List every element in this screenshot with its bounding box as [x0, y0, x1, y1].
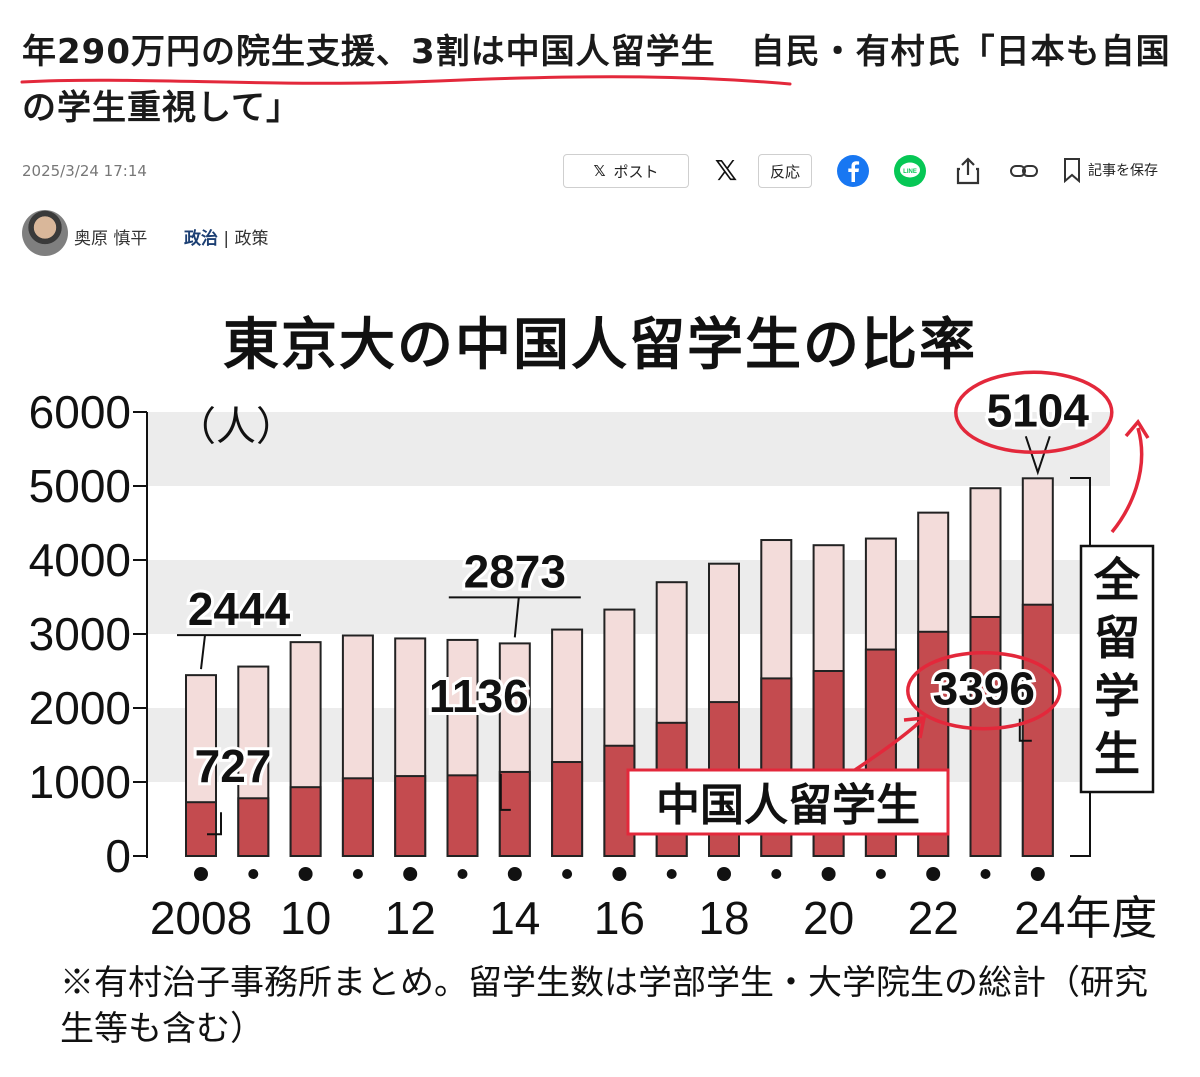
- bar-chinese-2010: [289, 786, 322, 857]
- bar-chinese-2023: [969, 615, 1002, 858]
- data-label: 5104: [987, 384, 1090, 436]
- save-article-label: 記事を保存: [1088, 163, 1158, 179]
- author-row: 奥原 慎平 政治 | 政策: [22, 210, 622, 258]
- x-reaction-icon[interactable]: 𝕏: [714, 153, 738, 187]
- x-dot-2021: [875, 869, 886, 879]
- x-dot-2011: [352, 869, 363, 879]
- category-separator: |: [218, 229, 235, 249]
- red-circle-mark: [906, 650, 1062, 731]
- share-icon[interactable]: [950, 153, 986, 189]
- legend-total-label: 全留学生: [1093, 553, 1141, 781]
- x-dot-2020: [821, 867, 836, 881]
- grid-band: [147, 486, 1110, 560]
- x-dot-2022: [926, 867, 941, 881]
- red-circle-mark: [954, 370, 1114, 455]
- y-tick-label: 3000: [29, 608, 131, 660]
- copy-link-icon[interactable]: [1006, 153, 1042, 189]
- category-links: 政治 | 政策: [184, 224, 269, 249]
- x-dot-2024: [1030, 867, 1045, 881]
- red-underline-mark: [20, 75, 792, 86]
- x-tick-label: 24年度: [1014, 892, 1157, 944]
- red-arrow-head: [1124, 419, 1150, 439]
- legend-total-box: [1079, 544, 1155, 794]
- x-tick-label: 14: [489, 892, 540, 944]
- x-dot-2019: [771, 869, 782, 879]
- author-avatar[interactable]: [22, 210, 68, 256]
- bar-chinese-2011: [341, 777, 374, 857]
- article-meta-row: 2025/3/24 17:14 𝕏 ポスト 𝕏 反応 LINE 記事を保存: [22, 150, 1182, 194]
- bar-chinese-2015: [551, 761, 584, 857]
- bar-chinese-2014: [498, 770, 531, 858]
- subcategory-link[interactable]: 政策: [234, 229, 269, 249]
- data-label: 3396: [933, 663, 1035, 715]
- y-tick-label: 1000: [29, 756, 131, 808]
- label-leader: [499, 773, 511, 811]
- x-dot-2009: [248, 869, 259, 879]
- x-tick-label: 12: [385, 892, 436, 944]
- facebook-icon[interactable]: [835, 153, 871, 189]
- x-tick-label: 2008: [150, 892, 252, 944]
- save-article-button[interactable]: 記事を保存: [1062, 152, 1182, 188]
- y-tick-label: 5000: [29, 460, 131, 512]
- label-leader: [1024, 435, 1051, 476]
- y-axis-label: （人）: [176, 405, 296, 449]
- bar-chinese-2008: [185, 801, 217, 857]
- reaction-label: 反応: [769, 162, 800, 181]
- bar-chart: 0 1000 2000 3000 4000 5000 6000 （人） 2008 10 12 14 16…: [29, 370, 1157, 944]
- bar-chinese-2012: [394, 775, 427, 857]
- data-label: 1136: [429, 670, 529, 722]
- x-dot-2014: [507, 867, 522, 881]
- legend-chinese-box: [626, 768, 950, 836]
- chart-note: ※有村治子事務所まとめ。留学生数は学部学生・大学院生の総計（研究生等も含む）: [60, 963, 1148, 1049]
- x-post-label: ポスト: [613, 162, 659, 181]
- label-leader: [177, 634, 301, 670]
- x-logo-icon: 𝕏: [593, 162, 606, 180]
- y-tick-label: 2000: [29, 682, 131, 734]
- label-leader: [207, 812, 222, 836]
- legend-total-bracket: [1070, 477, 1091, 857]
- bar-chinese-2009: [237, 797, 270, 857]
- data-label: 2444: [188, 583, 291, 635]
- x-tick-label: 16: [594, 892, 645, 944]
- x-dot-2013: [457, 869, 468, 879]
- x-post-button[interactable]: 𝕏 ポスト: [563, 154, 689, 188]
- label-leader: [448, 596, 581, 638]
- publish-date: 2025/3/24 17:14: [22, 162, 147, 180]
- y-tick-label: 0: [105, 830, 131, 882]
- x-dot-2008: [194, 867, 208, 881]
- legend-chinese-label: 中国人留学生: [656, 780, 920, 831]
- x-dot-2023: [980, 869, 991, 879]
- x-tick-label: 18: [698, 892, 749, 944]
- bar-chinese-2013: [446, 774, 479, 857]
- author-name[interactable]: 奥原 慎平: [74, 229, 148, 249]
- x-dot-2012: [403, 867, 418, 881]
- x-tick-label: 22: [908, 892, 959, 944]
- x-dot-2018: [717, 867, 731, 881]
- article-headline: 年290万円の院生支援、3割は中国人留学生 自民・有村氏「日本も自国の学生重視し…: [22, 32, 1171, 128]
- x-dot-2015: [562, 869, 573, 879]
- red-arrow-head: [903, 716, 927, 739]
- x-dot-2017: [666, 869, 677, 879]
- data-label: 727: [195, 740, 272, 792]
- x-dot-2016: [612, 867, 627, 881]
- line-icon-label: LINE: [903, 169, 917, 175]
- chart-title: 東京大の中国人留学生の比率: [223, 313, 977, 378]
- x-tick-label: 10: [280, 892, 331, 944]
- y-tick-label: 4000: [29, 534, 131, 586]
- category-link[interactable]: 政治: [184, 229, 218, 249]
- red-arrow-mark: [1110, 427, 1144, 534]
- x-tick-label: 20: [803, 892, 854, 944]
- bookmark-icon: [1064, 158, 1080, 183]
- line-icon[interactable]: LINE: [892, 153, 928, 189]
- x-dot-2010: [298, 867, 313, 881]
- bar-chinese-2024: [1021, 603, 1054, 857]
- grid-band: [147, 412, 1110, 486]
- data-label: 2873: [464, 545, 566, 597]
- y-tick-label: 6000: [29, 386, 131, 438]
- reaction-button[interactable]: 反応: [758, 154, 812, 188]
